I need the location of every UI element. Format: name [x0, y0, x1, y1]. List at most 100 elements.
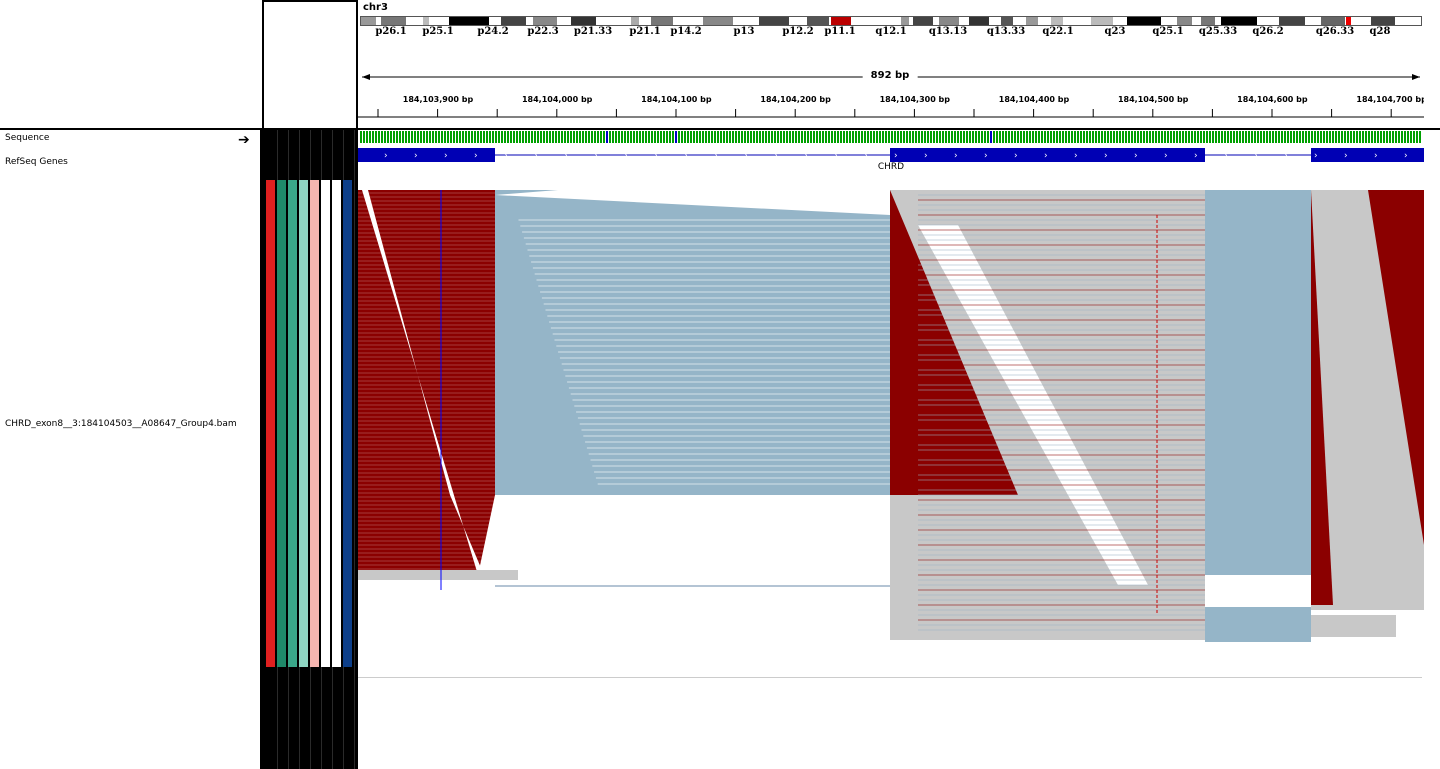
panel-divider[interactable]	[356, 0, 358, 769]
junction-region	[495, 190, 890, 495]
sequence-base	[669, 131, 671, 143]
sequence-base	[588, 131, 590, 143]
strand-chevron-icon: ›	[714, 151, 718, 161]
sequence-base	[1224, 131, 1226, 143]
sequence-base	[651, 131, 653, 143]
track-name-refseq[interactable]: RefSeq Genes	[5, 157, 68, 167]
ideogram-band	[1321, 17, 1345, 25]
read-gap	[495, 190, 890, 215]
strand-arrow-icon[interactable]: ➔	[238, 132, 250, 148]
sequence-base	[1161, 131, 1163, 143]
sequence-base	[744, 131, 746, 143]
strand-chevron-icon: ›	[444, 151, 448, 161]
attribute-cell[interactable]	[321, 180, 330, 667]
sequence-base	[1086, 131, 1088, 143]
sequence-base	[363, 131, 365, 143]
sequence-base	[1311, 131, 1313, 143]
sequence-base	[1293, 131, 1295, 143]
sequence-base	[1026, 131, 1028, 143]
sequence-base	[903, 131, 905, 143]
attribute-cell[interactable]	[277, 180, 286, 667]
chromosome-ideogram[interactable]	[360, 16, 1422, 26]
sequence-base	[915, 131, 917, 143]
sequence-base	[1413, 131, 1415, 143]
sequence-base	[678, 131, 680, 143]
data-panel[interactable]: chr3 p26.1 p25.1 p24.2 p22.3 p21.33 p21.1 p14.…	[358, 0, 1424, 769]
sequence-track[interactable]	[360, 131, 1422, 143]
sequence-base	[1335, 131, 1337, 143]
sequence-base	[642, 131, 644, 143]
sequence-base	[1272, 131, 1274, 143]
sequence-base	[978, 131, 980, 143]
sequence-base	[762, 131, 764, 143]
sequence-base	[1056, 131, 1058, 143]
attribute-cell[interactable]	[266, 180, 275, 667]
softclip-region	[1311, 190, 1333, 605]
sequence-base	[1158, 131, 1160, 143]
sequence-base	[1116, 131, 1118, 143]
sequence-base	[558, 131, 560, 143]
strand-chevron-icon: ›	[774, 151, 778, 161]
ruler[interactable]	[358, 46, 1424, 128]
sequence-base	[1128, 131, 1130, 143]
sequence-base	[624, 131, 626, 143]
attribute-cell[interactable]	[299, 180, 308, 667]
read-pileup	[358, 190, 1424, 642]
sequence-base	[1245, 131, 1247, 143]
sequence-base	[777, 131, 779, 143]
sequence-base	[750, 131, 752, 143]
sequence-base	[591, 131, 593, 143]
sequence-base	[393, 131, 395, 143]
sequence-base	[921, 131, 923, 143]
sequence-base	[1227, 131, 1229, 143]
sequence-base	[969, 131, 971, 143]
track-name-sequence[interactable]: Sequence	[5, 133, 50, 143]
sequence-base	[447, 131, 449, 143]
attribute-cell[interactable]	[343, 180, 352, 667]
sequence-base	[708, 131, 710, 143]
gene-exon[interactable]	[890, 148, 1205, 162]
sequence-base	[666, 131, 668, 143]
sequence-base	[876, 131, 878, 143]
sequence-base	[1098, 131, 1100, 143]
sequence-base	[1332, 131, 1334, 143]
ideogram-band	[1177, 17, 1192, 25]
sequence-base	[1062, 131, 1064, 143]
sequence-base	[858, 131, 860, 143]
sequence-base	[1236, 131, 1238, 143]
ideogram-band-label: q25.33	[1198, 26, 1238, 37]
sequence-base	[675, 131, 677, 143]
sequence-base	[372, 131, 374, 143]
sequence-base	[1275, 131, 1277, 143]
gene-label: CHRD	[877, 162, 905, 172]
ideogram-band	[1127, 17, 1161, 25]
sequence-base	[1044, 131, 1046, 143]
sequence-base	[477, 131, 479, 143]
sequence-base	[600, 131, 602, 143]
sequence-base	[888, 131, 890, 143]
alignment-track[interactable]	[358, 185, 1424, 655]
attribute-cell[interactable]	[310, 180, 319, 667]
attribute-cell[interactable]	[332, 180, 341, 667]
sequence-base	[822, 131, 824, 143]
sequence-base	[1029, 131, 1031, 143]
sequence-base	[531, 131, 533, 143]
ideogram-band-label: p21.1	[629, 26, 661, 37]
gene-exon[interactable]	[1311, 148, 1424, 162]
sequence-base	[1008, 131, 1010, 143]
sequence-base	[807, 131, 809, 143]
gene-exon[interactable]	[358, 148, 495, 162]
sequence-base	[444, 131, 446, 143]
sequence-base	[1416, 131, 1418, 143]
refseq-gene-track[interactable]: › › › › › › › › › › › › › › › › › › › › › › › › › › › › › › › › › › ›	[358, 146, 1424, 176]
attribute-cell[interactable]	[288, 180, 297, 667]
sequence-base	[1389, 131, 1391, 143]
sequence-base	[900, 131, 902, 143]
track-name-bam[interactable]: CHRD_exon8__3:184104503__A08647_Group4.b…	[5, 419, 237, 429]
sequence-base	[1353, 131, 1355, 143]
sequence-base	[1404, 131, 1406, 143]
sequence-base	[1122, 131, 1124, 143]
sequence-base	[759, 131, 761, 143]
sequence-base	[1371, 131, 1373, 143]
sequence-base	[1176, 131, 1178, 143]
